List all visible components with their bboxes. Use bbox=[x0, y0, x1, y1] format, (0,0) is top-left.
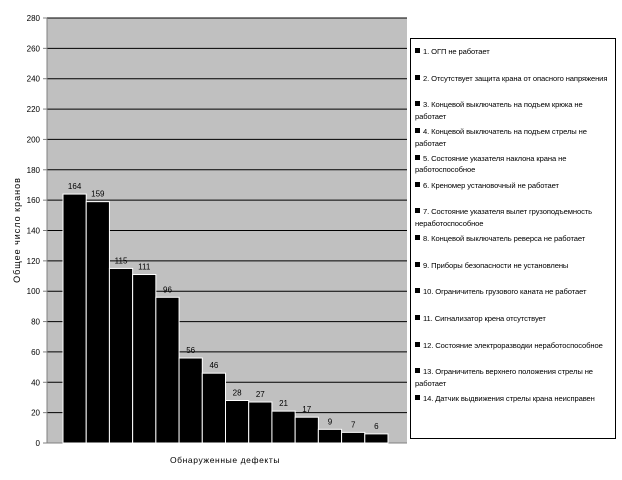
legend-swatch bbox=[415, 101, 420, 107]
legend-label: 5. Состояние указателя наклона крана не … bbox=[415, 153, 567, 175]
legend-item: 13. Ограничитель верхнего положения стре… bbox=[415, 366, 613, 389]
legend-swatch bbox=[415, 181, 420, 187]
y-tick-label: 60 bbox=[31, 348, 40, 357]
legend-label: 8. Концевой выключатель реверса не работ… bbox=[423, 233, 586, 243]
bar bbox=[85, 201, 110, 444]
data-label: 28 bbox=[233, 389, 242, 398]
y-tick-label: 160 bbox=[27, 196, 41, 205]
legend-label: 1. ОГП не работает bbox=[423, 47, 490, 56]
legend-item: 2. Отсутствует защита крана от опасного … bbox=[415, 73, 613, 85]
legend-label: 9. Приборы безопасности не установлены bbox=[423, 260, 569, 270]
legend-item: 3. Концевой выключатель на подъем крюка … bbox=[415, 99, 613, 122]
legend-item: 14. Датчик выдвижения стрелы крана неисп… bbox=[415, 393, 613, 405]
y-tick-label: 280 bbox=[27, 14, 41, 23]
legend-item: 4. Концевой выключатель на подъем стрелы… bbox=[415, 126, 613, 149]
legend-swatch bbox=[415, 154, 420, 160]
y-tick-label: 40 bbox=[31, 378, 40, 387]
legend-label: 10. Ограничитель грузового каната не раб… bbox=[423, 287, 587, 297]
y-axis-label: Общее число кранов bbox=[12, 177, 22, 283]
legend-swatch bbox=[415, 234, 420, 240]
legend-label: 6. Креномер установочный не работает bbox=[423, 180, 559, 190]
data-label: 164 bbox=[68, 182, 82, 191]
bar bbox=[178, 357, 203, 444]
legend-item: 10. Ограничитель грузового каната не раб… bbox=[415, 286, 613, 298]
data-label: 27 bbox=[256, 390, 265, 399]
y-tick-label: 20 bbox=[31, 409, 40, 418]
legend-swatch bbox=[415, 315, 420, 320]
legend-swatch bbox=[415, 261, 420, 267]
data-label: 21 bbox=[279, 399, 288, 408]
y-tick-label: 200 bbox=[27, 135, 41, 144]
legend-swatch bbox=[415, 128, 420, 134]
bar bbox=[271, 410, 296, 444]
bar bbox=[294, 416, 319, 444]
legend-item: 6. Креномер установочный не работает bbox=[415, 180, 613, 192]
data-label: 111 bbox=[138, 263, 151, 272]
x-axis-label: Обнаруженные дефекты bbox=[169, 455, 281, 465]
legend-item: 12. Состояние электроразводки неработосп… bbox=[415, 340, 613, 352]
data-label: 46 bbox=[209, 361, 218, 370]
data-label: 9 bbox=[328, 417, 333, 426]
data-label: 56 bbox=[186, 346, 195, 355]
legend-item: 8. Концевой выключатель реверса не работ… bbox=[415, 233, 613, 245]
legend-label: 14. Датчик выдвижения стрелы крана неисп… bbox=[423, 394, 595, 404]
bar bbox=[248, 401, 273, 444]
data-label: 115 bbox=[115, 256, 128, 265]
legend-swatch bbox=[415, 208, 420, 214]
y-tick-label: 100 bbox=[27, 287, 41, 296]
data-label: 96 bbox=[163, 285, 172, 294]
legend-swatch bbox=[415, 288, 420, 294]
y-tick-label: 180 bbox=[27, 166, 41, 175]
legend-item: 7. Состояние указателя вылет грузоподъем… bbox=[415, 206, 613, 229]
bar bbox=[201, 372, 227, 444]
bar bbox=[132, 274, 157, 444]
bar bbox=[62, 193, 87, 444]
legend-swatch bbox=[415, 368, 420, 374]
legend-swatch bbox=[415, 48, 420, 53]
legend-swatch bbox=[415, 341, 420, 347]
data-label: 159 bbox=[91, 190, 105, 199]
legend: 1. ОГП не работает 2. Отсутствует защита … bbox=[410, 38, 616, 439]
y-tick-label: 240 bbox=[27, 75, 41, 84]
legend-swatch bbox=[415, 74, 420, 80]
y-tick-label: 140 bbox=[27, 227, 41, 236]
y-tick-label: 80 bbox=[31, 318, 40, 327]
legend-label: 11. Сигнализатор крена отсутствует bbox=[423, 314, 546, 323]
bar bbox=[317, 428, 343, 444]
legend-label: 3. Концевой выключатель на подъем крюка … bbox=[415, 100, 583, 121]
bar bbox=[155, 296, 180, 444]
bar bbox=[364, 433, 389, 444]
data-label: 6 bbox=[374, 422, 379, 431]
legend-item: 11. Сигнализатор крена отсутствует bbox=[415, 313, 613, 325]
legend-item: 5. Состояние указателя наклона крана не … bbox=[415, 153, 613, 176]
legend-item: 9. Приборы безопасности не установлены bbox=[415, 260, 613, 272]
legend-label: 13. Ограничитель верхнего положения стре… bbox=[415, 367, 593, 388]
y-tick-label: 220 bbox=[27, 105, 41, 114]
legend-label: 2. Отсутствует защита крана от опасного … bbox=[423, 73, 608, 83]
legend-item: 1. ОГП не работает bbox=[415, 46, 613, 58]
bar bbox=[108, 267, 134, 444]
bar bbox=[225, 400, 250, 444]
legend-label: 12. Состояние электроразводки неработосп… bbox=[423, 340, 603, 350]
legend-label: 4. Концевой выключатель на подъем стрелы… bbox=[415, 127, 587, 148]
y-tick-label: 120 bbox=[27, 257, 41, 266]
y-tick-label: 0 bbox=[36, 439, 41, 448]
data-label: 7 bbox=[351, 420, 356, 429]
y-tick-label: 260 bbox=[27, 44, 41, 53]
legend-swatch bbox=[415, 395, 420, 401]
bar bbox=[341, 431, 366, 444]
legend-label: 7. Состояние указателя вылет грузоподъем… bbox=[415, 207, 592, 228]
data-label: 17 bbox=[302, 405, 311, 414]
